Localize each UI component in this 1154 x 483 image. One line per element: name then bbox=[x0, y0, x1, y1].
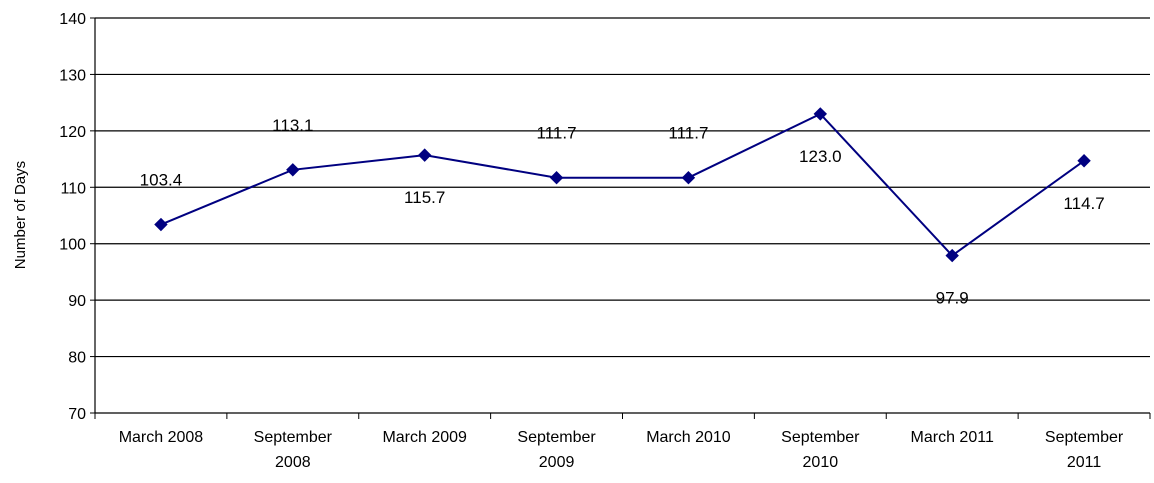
data-label: 123.0 bbox=[799, 147, 842, 166]
y-tick-label: 120 bbox=[59, 124, 86, 141]
data-point-marker bbox=[154, 217, 168, 232]
y-tick-label: 130 bbox=[59, 67, 86, 84]
data-label: 111.7 bbox=[668, 124, 708, 143]
x-tick-label: March 2008 bbox=[119, 429, 204, 446]
x-tick-label: September 2010 bbox=[781, 429, 860, 471]
axes bbox=[94, 18, 1150, 414]
y-tick-label: 70 bbox=[68, 406, 86, 423]
data-label: 114.7 bbox=[1063, 194, 1104, 213]
y-axis-ticks: 70 80 90 100 110 120 130 140 bbox=[59, 11, 95, 423]
series-line bbox=[154, 107, 1091, 263]
x-tick-label: March 2011 bbox=[911, 429, 994, 446]
x-axis-ticks: March 2008 September 2008 March 2009 Septemb… bbox=[94, 413, 1151, 471]
x-tick-label: March 2009 bbox=[382, 429, 467, 446]
x-tick-label-line: 2008 bbox=[275, 454, 311, 471]
data-point-marker bbox=[1077, 154, 1091, 168]
x-tick-label-line: March 2009 bbox=[382, 429, 467, 446]
data-point-marker bbox=[681, 170, 696, 185]
data-point-marker bbox=[549, 170, 564, 185]
y-axis-title: Number of Days bbox=[12, 161, 29, 269]
x-tick-label: March 2010 bbox=[646, 429, 731, 446]
data-label: 113.1 bbox=[272, 116, 313, 135]
data-label: 111.7 bbox=[537, 124, 577, 143]
x-tick-label: September 2008 bbox=[254, 429, 333, 471]
data-label: 103.4 bbox=[140, 171, 183, 190]
x-tick-label-line: 2010 bbox=[803, 454, 839, 471]
gridlines bbox=[95, 17, 1150, 358]
x-tick-label: September 2011 bbox=[1045, 429, 1124, 471]
data-point-marker bbox=[286, 163, 300, 177]
x-tick-label: September 2009 bbox=[517, 429, 596, 471]
x-tick-label-line: September bbox=[1045, 429, 1124, 446]
y-tick-label: 90 bbox=[68, 293, 86, 310]
y-tick-label: 140 bbox=[59, 11, 86, 28]
x-tick-label-line: March 2010 bbox=[646, 429, 731, 446]
x-tick-label-line: September bbox=[254, 429, 333, 446]
data-label: 97.9 bbox=[936, 289, 969, 308]
y-tick-label: 110 bbox=[60, 180, 86, 197]
y-tick-label: 80 bbox=[68, 350, 86, 367]
data-label: 115.7 bbox=[404, 188, 445, 207]
data-point-marker bbox=[945, 248, 959, 263]
x-tick-label-line: 2009 bbox=[539, 454, 575, 471]
y-tick-label: 100 bbox=[59, 237, 86, 254]
x-tick-label-line: March 2011 bbox=[911, 429, 994, 446]
x-tick-label-line: September bbox=[781, 429, 860, 446]
x-tick-label-line: September bbox=[517, 429, 596, 446]
x-tick-label-line: 2011 bbox=[1067, 454, 1102, 471]
data-point-marker bbox=[417, 148, 432, 162]
data-labels: 103.4 113.1 115.7 111.7 111.7 123.0 97.9 114.7 bbox=[140, 116, 1105, 308]
data-point-marker bbox=[813, 107, 828, 121]
x-tick-label-line: March 2008 bbox=[119, 429, 204, 446]
series-line-path bbox=[160, 112, 1085, 257]
